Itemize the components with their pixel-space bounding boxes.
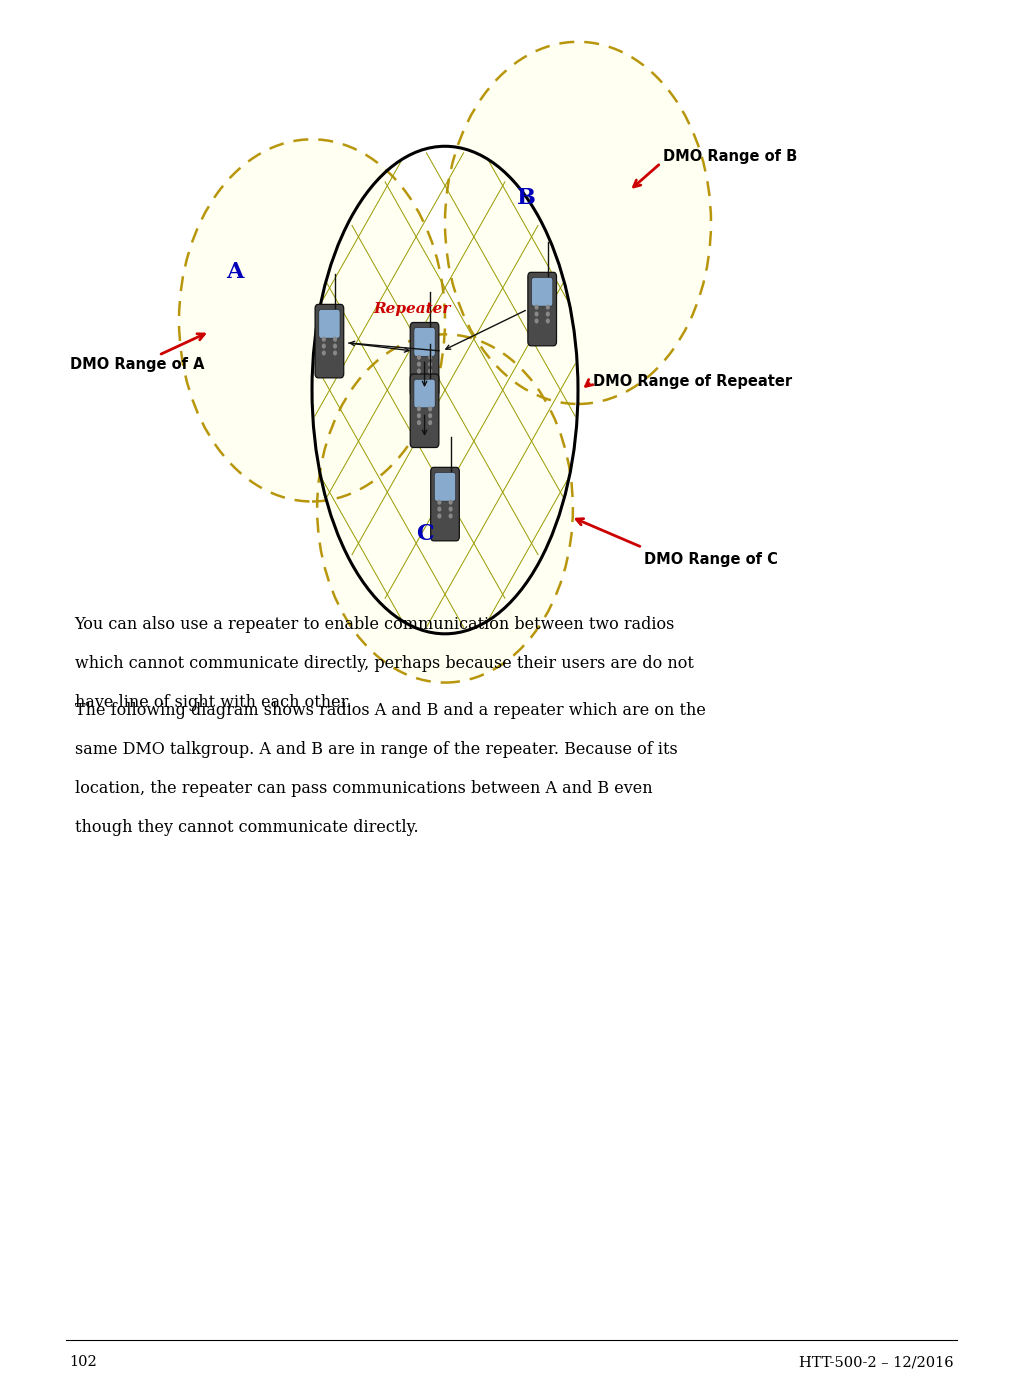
- Text: DMO Range of B: DMO Range of B: [663, 149, 797, 163]
- Text: You can also use a repeater to enable communication between two radios: You can also use a repeater to enable co…: [75, 616, 675, 632]
- Text: HTT-500-2 – 12/2016: HTT-500-2 – 12/2016: [799, 1355, 953, 1369]
- Circle shape: [333, 344, 337, 348]
- Circle shape: [322, 337, 325, 341]
- Circle shape: [429, 362, 432, 366]
- Circle shape: [179, 139, 445, 501]
- Circle shape: [417, 369, 420, 373]
- FancyBboxPatch shape: [319, 309, 340, 338]
- Circle shape: [417, 362, 420, 366]
- Circle shape: [429, 369, 432, 373]
- Circle shape: [417, 414, 420, 418]
- Circle shape: [445, 42, 711, 404]
- Circle shape: [449, 514, 452, 518]
- Circle shape: [333, 351, 337, 355]
- FancyBboxPatch shape: [431, 468, 459, 540]
- Text: DMO Range of Repeater: DMO Range of Repeater: [593, 375, 793, 389]
- Text: which cannot communicate directly, perhaps because their users are do not: which cannot communicate directly, perha…: [75, 655, 694, 671]
- Text: same DMO talkgroup. A and B are in range of the repeater. Because of its: same DMO talkgroup. A and B are in range…: [75, 741, 677, 758]
- Circle shape: [449, 507, 452, 511]
- Circle shape: [429, 414, 432, 418]
- FancyBboxPatch shape: [435, 472, 455, 501]
- FancyBboxPatch shape: [532, 277, 552, 306]
- FancyBboxPatch shape: [414, 327, 435, 357]
- FancyBboxPatch shape: [414, 379, 435, 408]
- FancyBboxPatch shape: [315, 304, 344, 378]
- Circle shape: [417, 355, 420, 359]
- Circle shape: [535, 305, 538, 309]
- Circle shape: [429, 355, 432, 359]
- Circle shape: [535, 312, 538, 316]
- Circle shape: [417, 407, 420, 411]
- FancyBboxPatch shape: [410, 375, 439, 447]
- Circle shape: [322, 344, 325, 348]
- Circle shape: [322, 351, 325, 355]
- Text: have line of sight with each other.: have line of sight with each other.: [75, 694, 352, 710]
- FancyBboxPatch shape: [528, 273, 557, 345]
- Circle shape: [438, 514, 441, 518]
- Text: DMO Range of C: DMO Range of C: [644, 553, 779, 567]
- Circle shape: [546, 312, 549, 316]
- Circle shape: [438, 500, 441, 504]
- Text: A: A: [227, 260, 243, 283]
- Circle shape: [429, 407, 432, 411]
- Text: The following diagram shows radios A and B and a repeater which are on the: The following diagram shows radios A and…: [75, 702, 706, 719]
- Circle shape: [429, 421, 432, 425]
- Circle shape: [417, 421, 420, 425]
- Text: C: C: [415, 522, 434, 545]
- Text: B: B: [518, 187, 536, 209]
- Circle shape: [449, 500, 452, 504]
- Circle shape: [317, 334, 573, 683]
- Text: though they cannot communicate directly.: though they cannot communicate directly.: [75, 819, 418, 836]
- Text: 102: 102: [70, 1355, 97, 1369]
- Circle shape: [535, 319, 538, 323]
- Text: location, the repeater can pass communications between A and B even: location, the repeater can pass communic…: [75, 780, 653, 797]
- Circle shape: [546, 305, 549, 309]
- Text: Repeater: Repeater: [373, 302, 451, 316]
- Circle shape: [333, 337, 337, 341]
- Circle shape: [546, 319, 549, 323]
- FancyBboxPatch shape: [410, 323, 439, 396]
- Text: DMO Range of A: DMO Range of A: [70, 358, 204, 372]
- Circle shape: [438, 507, 441, 511]
